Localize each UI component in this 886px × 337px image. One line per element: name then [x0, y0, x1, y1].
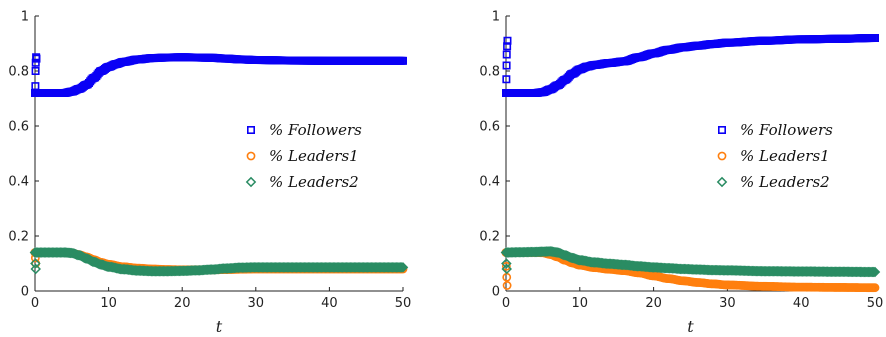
y-tick-label: 1: [21, 10, 29, 25]
x-tick-label: 40: [793, 296, 810, 311]
chart-panel-2: 00.20.40.60.810 10 20 30 40 50t% Followers% L…: [479, 10, 883, 337]
y-tick-label: 0.2: [8, 230, 29, 245]
data-point: [503, 42, 512, 51]
data-point: [31, 67, 40, 76]
series-followers: [30, 53, 407, 98]
legend-marker: [717, 126, 726, 135]
data-point: [870, 283, 880, 293]
legend-marker: [247, 126, 256, 135]
data-point: [31, 82, 40, 91]
legend-label: % Leaders2: [740, 173, 830, 191]
x-tick-label: 20: [174, 296, 191, 311]
data-point: [29, 247, 41, 258]
y-tick-label: 0: [21, 285, 29, 300]
legend-marker: [245, 176, 257, 188]
data-point: [869, 266, 881, 278]
legend: % Followers % Leaders1 % Leaders2: [245, 121, 362, 191]
data-point: [398, 56, 407, 65]
y-tick-label: 0: [492, 285, 500, 300]
y-tick-label: 1: [492, 10, 500, 25]
data-point: [30, 258, 41, 269]
y-tick-label: 0.8: [8, 65, 29, 80]
series-leaders2: [29, 247, 409, 277]
data-point: [501, 89, 510, 98]
x-axis-label: t: [687, 317, 694, 336]
data-point: [395, 262, 406, 273]
legend-marker: [716, 176, 728, 188]
legend-marker: [717, 151, 727, 161]
data-point: [397, 262, 409, 273]
series-followers: [501, 33, 879, 98]
data-point: [31, 58, 40, 67]
data-point: [865, 266, 877, 278]
y-tick-label: 0.4: [479, 175, 500, 190]
x-tick-label: 30: [248, 296, 265, 311]
y-tick-label: 0.6: [8, 120, 29, 135]
legend: % Followers % Leaders1 % Leaders2: [716, 121, 833, 191]
data-point: [502, 75, 511, 84]
x-tick-label: 0: [31, 296, 39, 311]
data-point: [502, 281, 512, 290]
data-point: [32, 54, 41, 63]
data-point: [500, 247, 512, 258]
x-tick-label: 10: [572, 296, 589, 311]
series-leaders2: [500, 246, 881, 278]
data-point: [503, 36, 512, 45]
data-point: [502, 50, 511, 59]
legend-label: % Leaders2: [269, 173, 359, 191]
data-point: [502, 61, 511, 70]
x-tick-label: 50: [395, 296, 412, 311]
data-point: [870, 33, 879, 42]
data-point: [30, 263, 41, 275]
data-point: [868, 266, 879, 278]
x-tick-label: 50: [867, 296, 884, 311]
legend-label: % Leaders1: [269, 147, 359, 165]
x-tick-label: 20: [645, 296, 662, 311]
y-tick-label: 0.8: [479, 65, 500, 80]
x-tick-label: 40: [321, 296, 338, 311]
x-axis-label: t: [216, 317, 223, 336]
data-point: [501, 263, 512, 275]
y-tick-label: 0.2: [479, 230, 500, 245]
data-point: [502, 272, 512, 282]
x-tick-label: 10: [100, 296, 117, 311]
chart-panel-1: 00.20.40.60.810 10 20 30 40 50t% Followers% L…: [8, 10, 411, 337]
legend-label: % Leaders1: [740, 147, 830, 165]
y-tick-label: 0.6: [479, 120, 500, 135]
x-tick-label: 30: [719, 296, 736, 311]
y-tick-label: 0.4: [8, 175, 29, 190]
data-point: [396, 262, 407, 273]
data-point: [393, 262, 405, 273]
legend-label: % Followers: [740, 121, 833, 139]
legend-label: % Followers: [269, 121, 362, 139]
data-point: [501, 258, 512, 269]
data-point: [867, 266, 878, 278]
data-point: [501, 261, 511, 271]
legend-marker: [246, 151, 256, 161]
x-tick-label: 0: [502, 296, 510, 311]
